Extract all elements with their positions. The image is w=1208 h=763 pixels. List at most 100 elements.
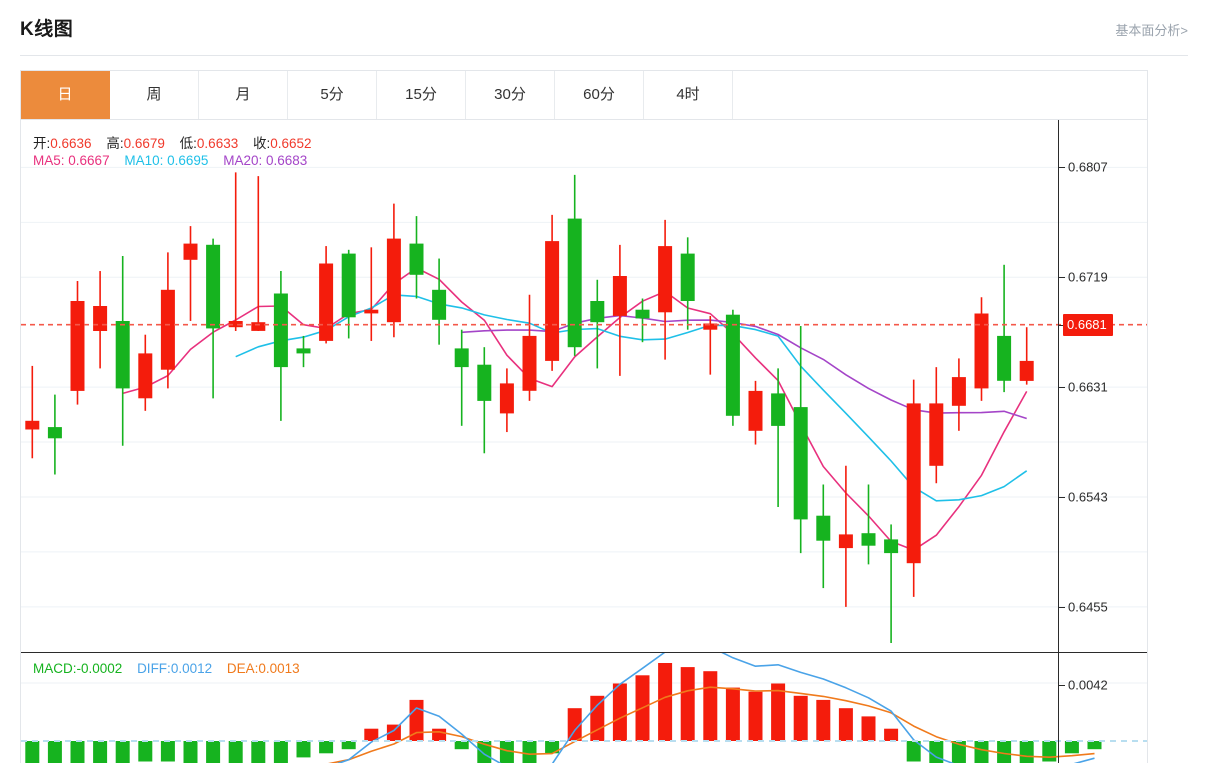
macd-histogram-bar	[906, 741, 921, 762]
macd-histogram-bar	[748, 691, 763, 741]
candle-body	[93, 306, 108, 331]
macd-histogram-bar	[658, 663, 673, 741]
macd-histogram-bar	[160, 741, 175, 762]
open-value: 0.6636	[50, 136, 92, 151]
macd-histogram-bar	[974, 741, 989, 763]
ohlc-legend: 开:0.6636 高:0.6679 低:0.6633 收:0.6652	[33, 132, 323, 152]
macd-histogram-bar	[1064, 741, 1079, 754]
page-header: K线图 基本面分析>	[0, 0, 1208, 56]
candle-body	[183, 243, 198, 260]
candle-body	[206, 244, 221, 329]
candle-body	[884, 539, 899, 554]
macd-histogram-bar	[273, 741, 288, 763]
macd-histogram-bar	[319, 741, 334, 754]
tab-4[interactable]: 15分	[377, 71, 466, 119]
macd-histogram-bar	[545, 741, 560, 754]
candle-body	[228, 321, 243, 328]
candlestick-plot[interactable]	[21, 120, 1147, 653]
diff-line	[336, 653, 1095, 763]
macd-histogram-bar	[499, 741, 514, 763]
page-title: K线图	[20, 19, 74, 40]
macd-histogram-bar	[228, 741, 243, 763]
macd-histogram-bar	[680, 667, 695, 741]
candle-body	[748, 390, 763, 431]
candle-body	[1019, 360, 1034, 381]
candle-body	[499, 383, 514, 414]
macd-histogram-bar	[341, 741, 356, 750]
tab-1[interactable]: 周	[110, 71, 199, 119]
macd-histogram-bar	[115, 741, 130, 763]
macd-histogram-bar	[364, 728, 379, 741]
low-label: 低:	[179, 136, 197, 151]
tab-2[interactable]: 月	[199, 71, 288, 119]
candle-body	[160, 289, 175, 370]
candle-body	[522, 335, 537, 391]
ma-legend: MA5: 0.6667 MA10: 0.6695 MA20: 0.6683	[33, 153, 318, 168]
low-value: 0.6633	[196, 136, 239, 151]
macd-histogram-bar	[183, 741, 198, 763]
diff-label: DIFF:	[137, 661, 171, 676]
macd-histogram-bar	[838, 708, 853, 741]
fundamental-analysis-link[interactable]: 基本面分析>	[1115, 23, 1188, 38]
candle-body	[816, 515, 831, 541]
candle-body	[115, 321, 130, 389]
candle-body	[409, 243, 424, 275]
header-divider	[20, 55, 1188, 56]
candle-body	[838, 534, 853, 549]
candle-body	[341, 253, 356, 318]
dea-value: 0.0013	[258, 661, 300, 676]
macd-histogram-bar	[477, 741, 492, 763]
macd-histogram-bar	[206, 741, 221, 763]
tab-5[interactable]: 30分	[466, 71, 555, 119]
macd-histogram-bar	[567, 708, 582, 741]
macd-histogram-bar	[93, 741, 108, 763]
candle-body	[477, 364, 492, 401]
tab-0[interactable]: 日	[21, 71, 110, 119]
macd-histogram-bar	[522, 741, 537, 763]
candle-body	[25, 420, 40, 430]
open-label: 开:	[33, 136, 51, 151]
close-label: 收:	[252, 136, 271, 151]
macd-histogram-bar	[590, 695, 605, 741]
candle-body	[567, 218, 582, 348]
macd-histogram-bar	[951, 741, 966, 763]
dea-label: DEA:	[226, 661, 259, 676]
candle-body	[680, 253, 695, 301]
chart-container: 开:0.6636 高:0.6679 低:0.6633 收:0.6652 MA5:…	[20, 120, 1148, 763]
macd-histogram-bar	[861, 716, 876, 741]
macd-histogram-bar	[703, 671, 718, 741]
tab-7[interactable]: 4时	[644, 71, 733, 119]
tab-3[interactable]: 5分	[288, 71, 377, 119]
candle-body	[273, 293, 288, 368]
macd-legend: MACD:-0.0002 DIFF:0.0012 DEA:0.0013	[33, 661, 311, 676]
ma10-value: 0.6695	[167, 153, 209, 168]
tabbar-filler	[733, 71, 1147, 119]
macd-histogram-bar	[793, 695, 808, 741]
macd-value: -0.0002	[76, 661, 123, 676]
macd-histogram-bar	[997, 741, 1012, 763]
tab-6[interactable]: 60分	[555, 71, 644, 119]
timeframe-tabbar: 日周月 5分 15分 30分 60分 4时	[20, 70, 1148, 120]
macd-histogram-bar	[816, 699, 831, 741]
macd-histogram-bar	[454, 741, 469, 750]
ma20-value: 0.6683	[266, 153, 308, 168]
candle-body	[296, 348, 311, 354]
panel-divider	[21, 652, 1147, 653]
candle-body	[906, 403, 921, 564]
macd-histogram-bar	[409, 699, 424, 741]
candle-body	[138, 353, 153, 399]
macd-panel[interactable]: MACD:-0.0002 DIFF:0.0012 DEA:0.0013	[21, 653, 1147, 763]
candle-body	[635, 309, 650, 319]
macd-plot[interactable]	[21, 653, 1147, 763]
candle-body	[590, 301, 605, 323]
macd-histogram-bar	[296, 741, 311, 758]
price-panel[interactable]: 开:0.6636 高:0.6679 低:0.6633 收:0.6652 MA5:…	[21, 120, 1147, 653]
candle-body	[658, 246, 673, 313]
candle-body	[545, 241, 560, 361]
macd-histogram-bar	[70, 741, 85, 763]
diff-value: 0.0012	[170, 661, 213, 676]
ma10-label: MA10:	[124, 153, 164, 168]
high-value: 0.6679	[123, 136, 165, 151]
candle-body	[454, 348, 469, 368]
